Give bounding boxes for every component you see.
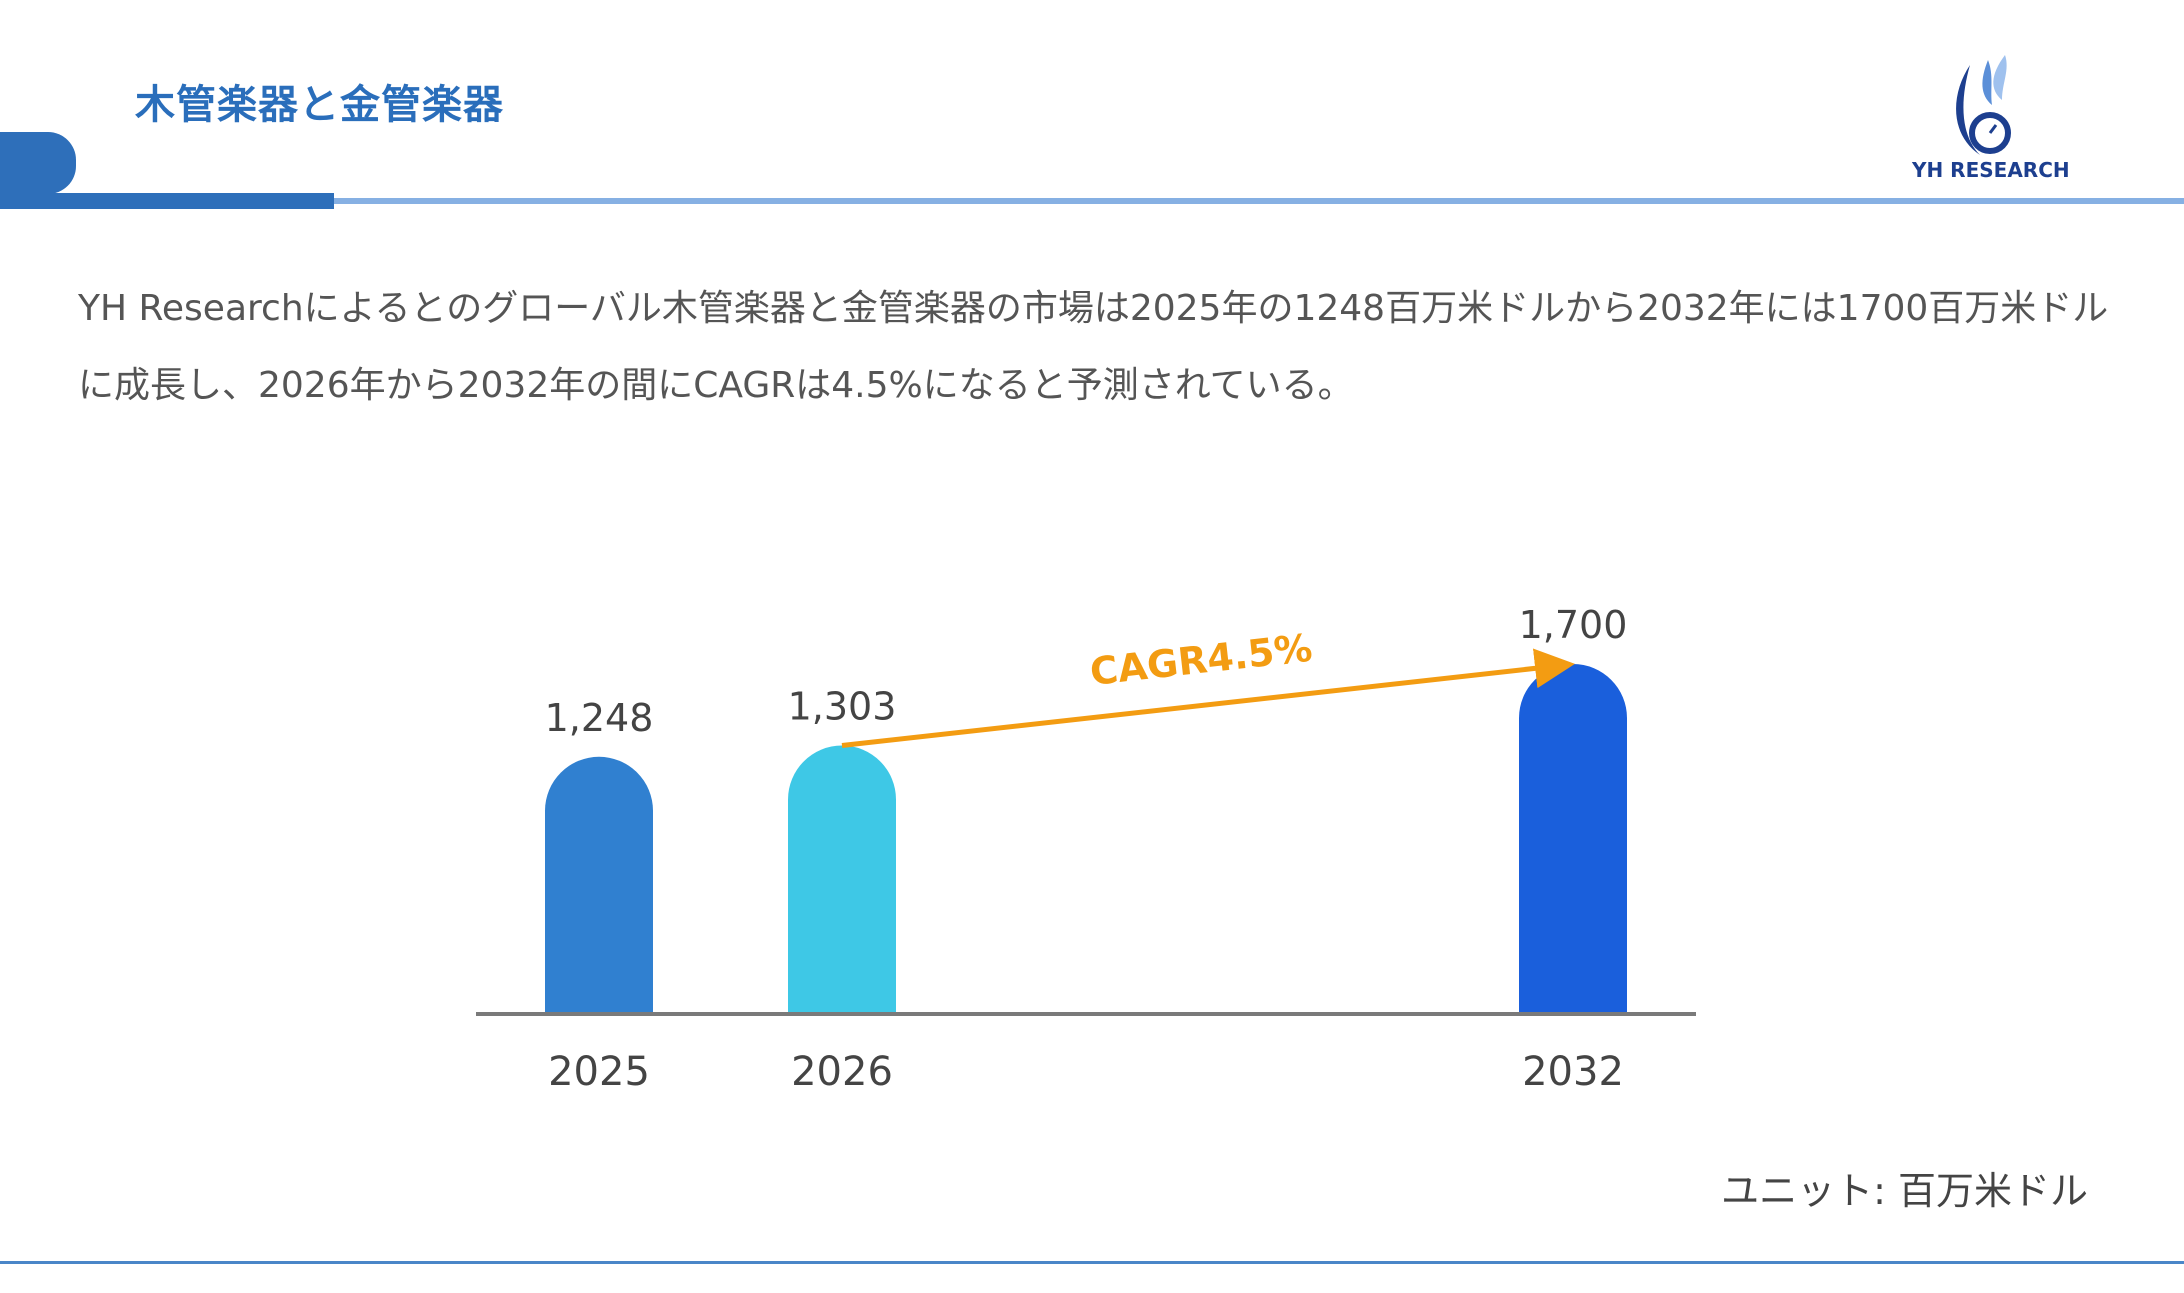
header-divider xyxy=(334,198,2184,204)
data-label-2032: 1,700 xyxy=(1519,603,1628,647)
header-accent-bar xyxy=(0,193,334,209)
unit-label: ユニット: 百万米ドル xyxy=(1721,1169,2088,1213)
yh-research-logo-icon xyxy=(1956,55,2011,155)
page-title: 木管楽器と金管楽器 xyxy=(135,82,504,128)
bar-2026 xyxy=(788,745,896,1013)
data-label-2026: 1,303 xyxy=(788,685,897,729)
x-tick-label-2032: 2032 xyxy=(1522,1049,1624,1095)
x-tick-label-2025: 2025 xyxy=(548,1049,650,1095)
bar-2025 xyxy=(545,756,653,1013)
x-tick-label-2026: 2026 xyxy=(791,1049,893,1095)
market-summary: YH Researchによるとのグローバル木管楽器と金管楽器の市場は2025年の… xyxy=(78,288,2109,406)
footer-divider xyxy=(0,1261,2184,1264)
logo-text: YH RESEARCH xyxy=(1912,158,2070,182)
bar-2032 xyxy=(1519,664,1627,1013)
data-label-2025: 1,248 xyxy=(545,696,654,740)
cagr-label: CAGR4.5% xyxy=(1088,626,1315,694)
cagr-arrow xyxy=(841,648,1575,748)
header-accent-tab xyxy=(0,132,76,194)
